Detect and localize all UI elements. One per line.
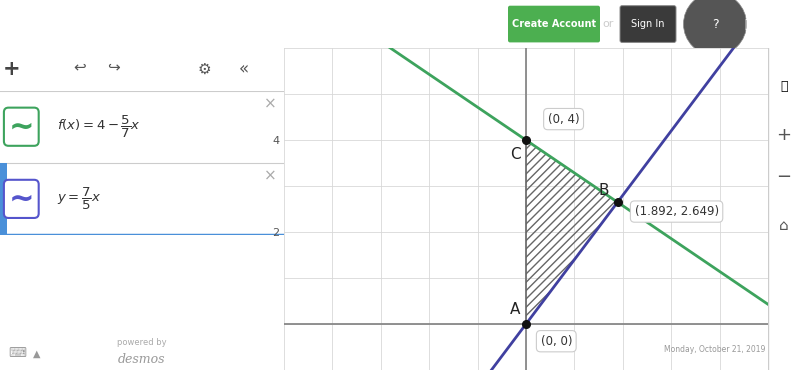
Text: C: C [510, 147, 521, 162]
Text: powered by: powered by [117, 339, 167, 347]
FancyBboxPatch shape [0, 97, 42, 156]
Text: ⌨: ⌨ [8, 347, 26, 360]
Text: ≡: ≡ [8, 15, 23, 33]
Text: (0, 0): (0, 0) [541, 335, 572, 348]
Text: ×: × [263, 168, 276, 183]
Text: 🔧: 🔧 [780, 80, 788, 93]
Text: ↪: ↪ [107, 60, 120, 75]
Text: Sign In: Sign In [631, 19, 665, 29]
Text: 🌐: 🌐 [744, 17, 752, 31]
Text: −: − [777, 168, 791, 186]
Text: ↩: ↩ [73, 60, 86, 75]
Text: Untitled Graph: Untitled Graph [28, 17, 120, 31]
Text: ⌂: ⌂ [779, 218, 789, 233]
Text: A: A [510, 302, 521, 317]
Bar [0, 163, 7, 235]
Text: +: + [777, 126, 791, 144]
Text: (1.892, 2.649): (1.892, 2.649) [634, 205, 718, 218]
Text: ×: × [263, 96, 276, 111]
Text: ⇪: ⇪ [682, 17, 694, 31]
Text: $y = \dfrac{7}{5}x$: $y = \dfrac{7}{5}x$ [57, 186, 102, 212]
Text: ~: ~ [9, 112, 34, 141]
Text: B: B [598, 183, 610, 198]
Text: ▲: ▲ [33, 349, 41, 359]
Text: desmos: desmos [360, 14, 440, 34]
Text: $f(x) = 4 - \dfrac{5}{7}x$: $f(x) = 4 - \dfrac{5}{7}x$ [57, 114, 141, 140]
Text: (0, 4): (0, 4) [548, 112, 579, 125]
FancyBboxPatch shape [508, 6, 600, 43]
Text: ?: ? [712, 17, 718, 31]
Text: Monday, October 21, 2019: Monday, October 21, 2019 [664, 345, 766, 354]
Text: ⚙: ⚙ [198, 62, 211, 77]
Text: desmos: desmos [118, 353, 166, 366]
Text: Create Account: Create Account [512, 19, 596, 29]
FancyBboxPatch shape [620, 6, 676, 43]
Text: «: « [239, 60, 250, 78]
Text: +: + [2, 59, 20, 80]
Text: or: or [602, 19, 614, 29]
Text: ~: ~ [9, 184, 34, 213]
